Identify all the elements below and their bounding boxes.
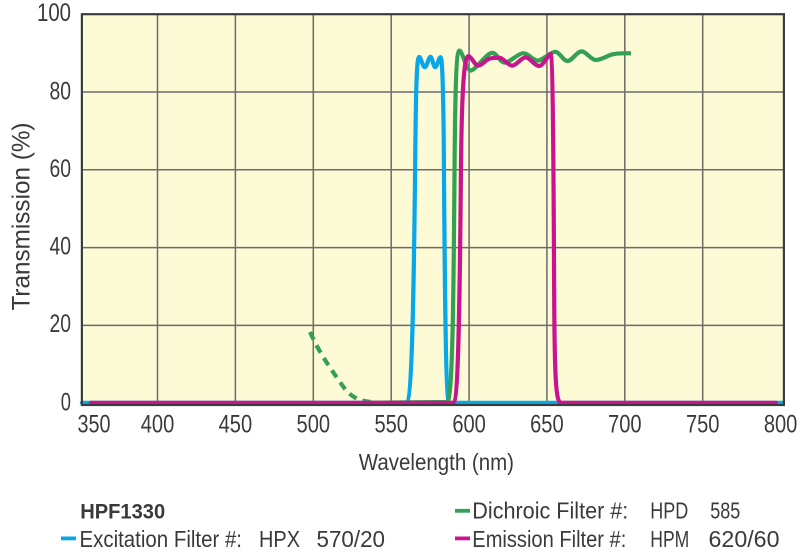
svg-text:570/20: 570/20: [317, 526, 386, 552]
svg-text:350: 350: [78, 411, 111, 439]
svg-text:450: 450: [219, 411, 253, 439]
svg-text:500: 500: [297, 411, 331, 439]
svg-text:20: 20: [50, 310, 72, 338]
svg-text:HPM: HPM: [650, 526, 689, 552]
svg-text:0: 0: [61, 388, 71, 416]
svg-text:100: 100: [37, 0, 71, 27]
svg-text:585: 585: [710, 498, 740, 524]
svg-text:750: 750: [686, 411, 720, 439]
svg-text:HPX: HPX: [259, 526, 300, 552]
svg-text:600: 600: [452, 411, 486, 439]
svg-text:Excitation Filter #:: Excitation Filter #:: [80, 526, 243, 552]
svg-text:Wavelength (nm): Wavelength (nm): [359, 449, 514, 475]
svg-text:700: 700: [608, 411, 642, 439]
svg-text:Transmission (%): Transmission (%): [8, 123, 36, 311]
svg-text:HPD: HPD: [650, 498, 688, 524]
svg-text:HPF1330: HPF1330: [80, 500, 165, 524]
svg-text:Dichroic Filter #:: Dichroic Filter #:: [472, 498, 628, 524]
svg-text:650: 650: [530, 411, 564, 439]
svg-text:620/60: 620/60: [709, 526, 780, 552]
svg-text:80: 80: [50, 78, 72, 106]
svg-text:550: 550: [374, 411, 408, 439]
svg-text:400: 400: [141, 411, 175, 439]
svg-text:40: 40: [50, 233, 72, 261]
svg-text:Emission Filter #:: Emission Filter #:: [472, 526, 626, 552]
svg-text:60: 60: [50, 155, 72, 183]
svg-text:800: 800: [764, 411, 798, 439]
